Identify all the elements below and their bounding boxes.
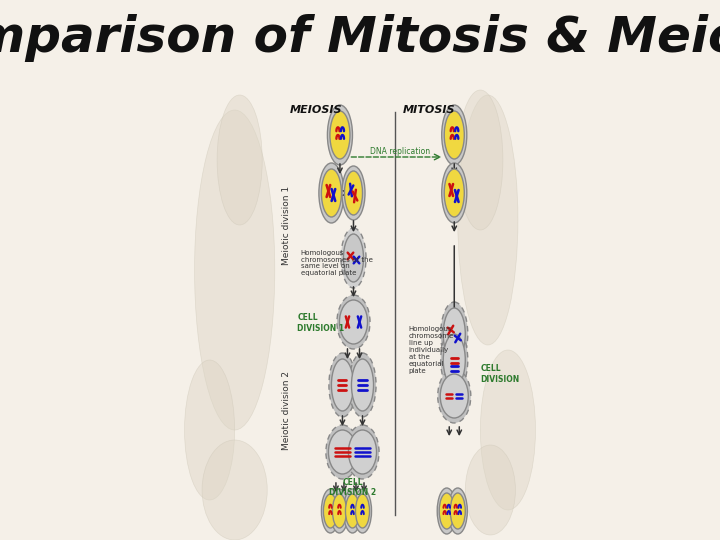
Ellipse shape bbox=[321, 489, 339, 533]
Ellipse shape bbox=[458, 90, 503, 230]
Ellipse shape bbox=[450, 493, 465, 529]
Ellipse shape bbox=[339, 300, 367, 344]
Ellipse shape bbox=[351, 359, 374, 411]
Text: CELL
DIVISION: CELL DIVISION bbox=[480, 364, 520, 384]
Ellipse shape bbox=[442, 105, 467, 165]
Ellipse shape bbox=[342, 166, 365, 220]
Ellipse shape bbox=[329, 353, 356, 417]
Text: Homologous
chromosomes at the
same level on
equatorial plate: Homologous chromosomes at the same level… bbox=[301, 249, 373, 276]
Text: DNA replication: DNA replication bbox=[369, 147, 430, 157]
Ellipse shape bbox=[444, 308, 465, 360]
Text: Comparison of Mitosis & Meiosis: Comparison of Mitosis & Meiosis bbox=[0, 14, 720, 62]
Ellipse shape bbox=[337, 295, 370, 349]
Ellipse shape bbox=[480, 350, 536, 510]
Ellipse shape bbox=[458, 95, 518, 345]
Ellipse shape bbox=[328, 430, 356, 474]
Ellipse shape bbox=[439, 493, 454, 529]
Text: Meiotic division 1: Meiotic division 1 bbox=[282, 185, 291, 265]
Ellipse shape bbox=[449, 488, 467, 534]
Ellipse shape bbox=[184, 360, 235, 500]
Ellipse shape bbox=[344, 171, 362, 215]
Ellipse shape bbox=[194, 110, 275, 430]
Text: Homologous
chromosome
line up
individually
at the
equatorial
plate: Homologous chromosome line up individual… bbox=[409, 326, 454, 374]
Ellipse shape bbox=[330, 111, 350, 159]
Ellipse shape bbox=[349, 353, 376, 417]
Ellipse shape bbox=[346, 494, 359, 528]
Ellipse shape bbox=[330, 489, 348, 533]
Ellipse shape bbox=[333, 494, 346, 528]
Ellipse shape bbox=[437, 488, 456, 534]
Ellipse shape bbox=[202, 440, 267, 540]
Ellipse shape bbox=[328, 105, 353, 165]
Ellipse shape bbox=[441, 328, 468, 392]
Ellipse shape bbox=[348, 430, 377, 474]
Ellipse shape bbox=[444, 111, 464, 159]
Text: Meiotic division 2: Meiotic division 2 bbox=[282, 370, 291, 449]
Ellipse shape bbox=[465, 445, 516, 535]
Ellipse shape bbox=[343, 489, 361, 533]
Ellipse shape bbox=[326, 425, 359, 479]
Ellipse shape bbox=[438, 369, 471, 423]
Ellipse shape bbox=[444, 169, 464, 217]
Text: CELL
DIVISION 2: CELL DIVISION 2 bbox=[329, 478, 376, 497]
Ellipse shape bbox=[346, 425, 379, 479]
Ellipse shape bbox=[441, 302, 468, 366]
Text: MITOSIS: MITOSIS bbox=[403, 105, 456, 115]
Ellipse shape bbox=[217, 95, 262, 225]
Ellipse shape bbox=[321, 169, 341, 217]
Ellipse shape bbox=[444, 334, 465, 386]
Ellipse shape bbox=[354, 489, 372, 533]
Ellipse shape bbox=[341, 228, 366, 288]
Ellipse shape bbox=[319, 163, 344, 223]
Ellipse shape bbox=[440, 374, 468, 418]
Ellipse shape bbox=[343, 234, 364, 282]
Ellipse shape bbox=[331, 359, 354, 411]
Ellipse shape bbox=[442, 163, 467, 223]
Ellipse shape bbox=[323, 494, 338, 528]
Ellipse shape bbox=[356, 494, 369, 528]
Text: MEIOSIS: MEIOSIS bbox=[289, 105, 342, 115]
Text: CELL
DIVISION 1: CELL DIVISION 1 bbox=[297, 313, 344, 333]
